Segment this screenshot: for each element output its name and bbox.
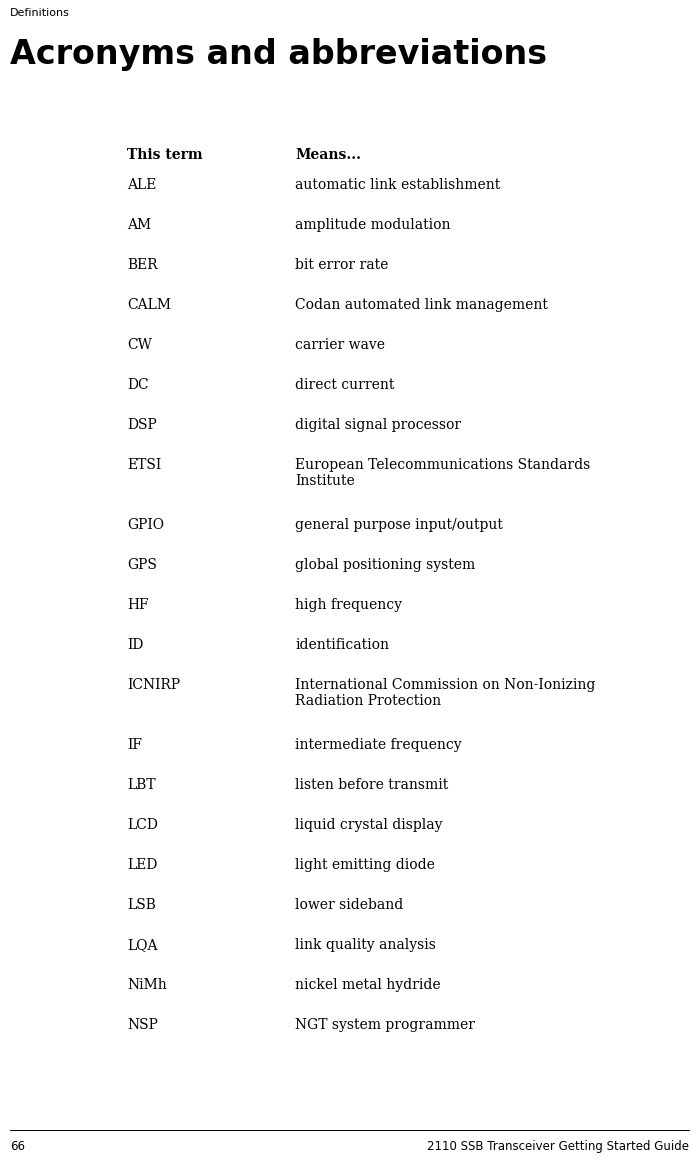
Text: global positioning system: global positioning system [295,558,475,572]
Text: Codan automated link management: Codan automated link management [295,298,548,312]
Text: ALE: ALE [127,178,157,192]
Text: high frequency: high frequency [295,598,402,612]
Text: lower sideband: lower sideband [295,897,403,913]
Text: bit error rate: bit error rate [295,258,389,272]
Text: HF: HF [127,598,149,612]
Text: general purpose input/output: general purpose input/output [295,518,503,532]
Text: This term: This term [127,148,203,162]
Text: European Telecommunications Standards
Institute: European Telecommunications Standards In… [295,457,590,488]
Text: direct current: direct current [295,378,394,392]
Text: listen before transmit: listen before transmit [295,778,448,792]
Text: ETSI: ETSI [127,457,161,471]
Text: carrier wave: carrier wave [295,338,385,352]
Text: LQA: LQA [127,938,157,952]
Text: NiMh: NiMh [127,978,167,992]
Text: ID: ID [127,638,143,652]
Text: CW: CW [127,338,152,352]
Text: International Commission on Non-Ionizing
Radiation Protection: International Commission on Non-Ionizing… [295,677,596,708]
Text: liquid crystal display: liquid crystal display [295,818,442,832]
Text: Definitions: Definitions [10,8,70,17]
Text: ICNIRP: ICNIRP [127,677,180,693]
Text: 66: 66 [10,1140,25,1154]
Text: Means...: Means... [295,148,361,162]
Text: light emitting diode: light emitting diode [295,858,435,872]
Text: amplitude modulation: amplitude modulation [295,218,450,232]
Text: NGT system programmer: NGT system programmer [295,1018,475,1032]
Text: LCD: LCD [127,818,158,832]
Text: DSP: DSP [127,418,157,432]
Text: identification: identification [295,638,389,652]
Text: LED: LED [127,858,157,872]
Text: GPIO: GPIO [127,518,164,532]
Text: NSP: NSP [127,1018,158,1032]
Text: CALM: CALM [127,298,171,312]
Text: nickel metal hydride: nickel metal hydride [295,978,440,992]
Text: IF: IF [127,738,142,752]
Text: 2110 SSB Transceiver Getting Started Guide: 2110 SSB Transceiver Getting Started Gui… [427,1140,689,1154]
Text: DC: DC [127,378,149,392]
Text: automatic link establishment: automatic link establishment [295,178,500,192]
Text: intermediate frequency: intermediate frequency [295,738,461,752]
Text: link quality analysis: link quality analysis [295,938,436,952]
Text: LSB: LSB [127,897,156,913]
Text: digital signal processor: digital signal processor [295,418,461,432]
Text: AM: AM [127,218,151,232]
Text: GPS: GPS [127,558,157,572]
Text: BER: BER [127,258,158,272]
Text: LBT: LBT [127,778,156,792]
Text: Acronyms and abbreviations: Acronyms and abbreviations [10,38,547,71]
